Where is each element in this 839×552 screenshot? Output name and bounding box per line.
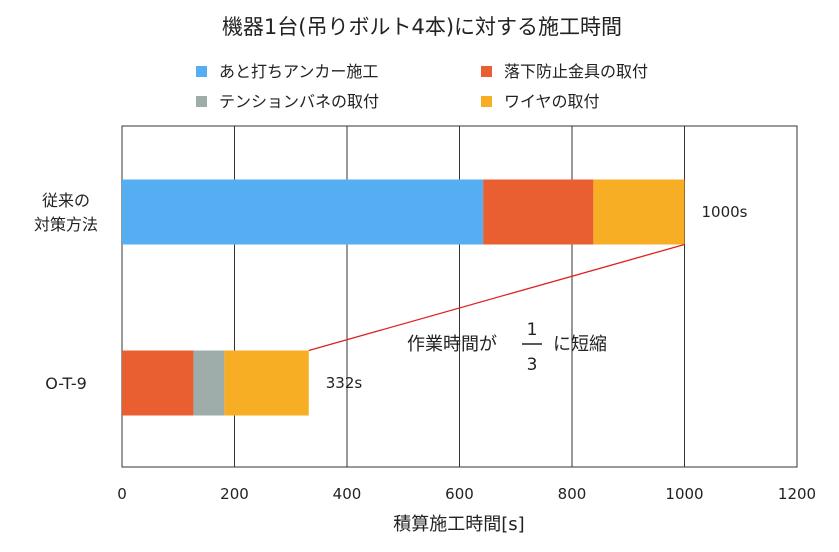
- x-tick-label: 1200: [778, 485, 816, 503]
- legend-swatch: [481, 96, 492, 107]
- x-tick-label: 400: [333, 485, 362, 503]
- category-label: O-T-9: [45, 374, 87, 393]
- category-label: 対策方法: [34, 215, 98, 234]
- reduction-line: [308, 243, 685, 352]
- fraction-denominator: 3: [527, 355, 538, 375]
- bar-segment: [593, 179, 685, 245]
- legend-label: あと打ちアンカー施工: [219, 62, 378, 81]
- legend-swatch: [481, 66, 492, 77]
- total-label: 332s: [326, 374, 363, 392]
- bar-segment: [224, 350, 309, 416]
- category-label: 従来の: [42, 191, 90, 210]
- legend-label: 落下防止金具の取付: [504, 62, 648, 81]
- total-label: 1000s: [702, 203, 748, 221]
- x-tick-label: 200: [220, 485, 249, 503]
- bar-segment: [483, 179, 594, 245]
- bar-segment: [122, 350, 194, 416]
- gridlines: [121, 125, 798, 468]
- annotation-text: に短縮: [553, 334, 607, 355]
- x-tick-label: 0: [117, 485, 127, 503]
- chart-title: 機器1台(吊りボルト4本)に対する施工時間: [222, 15, 622, 39]
- legend-swatch: [196, 66, 207, 77]
- annotation: 作業時間が 1 3 に短縮: [308, 243, 685, 375]
- bars: [122, 179, 685, 416]
- bar-segment: [193, 350, 225, 416]
- x-tick-labels: 0 200 400 600 800 1000 1200: [117, 485, 816, 503]
- legend-label: テンションバネの取付: [219, 92, 379, 111]
- annotation-text: 作業時間が: [407, 334, 497, 355]
- x-axis-label: 積算施工時間[s]: [393, 514, 524, 535]
- bar-segment: [122, 179, 484, 245]
- x-tick-label: 800: [558, 485, 587, 503]
- legend-label: ワイヤの取付: [504, 92, 600, 111]
- x-tick-label: 1000: [665, 485, 703, 503]
- x-tick-label: 600: [445, 485, 474, 503]
- legend-swatch: [196, 96, 207, 107]
- plot-area-border: [121, 125, 798, 468]
- total-labels: 1000s 332s: [326, 203, 748, 392]
- fraction-numerator: 1: [527, 320, 538, 340]
